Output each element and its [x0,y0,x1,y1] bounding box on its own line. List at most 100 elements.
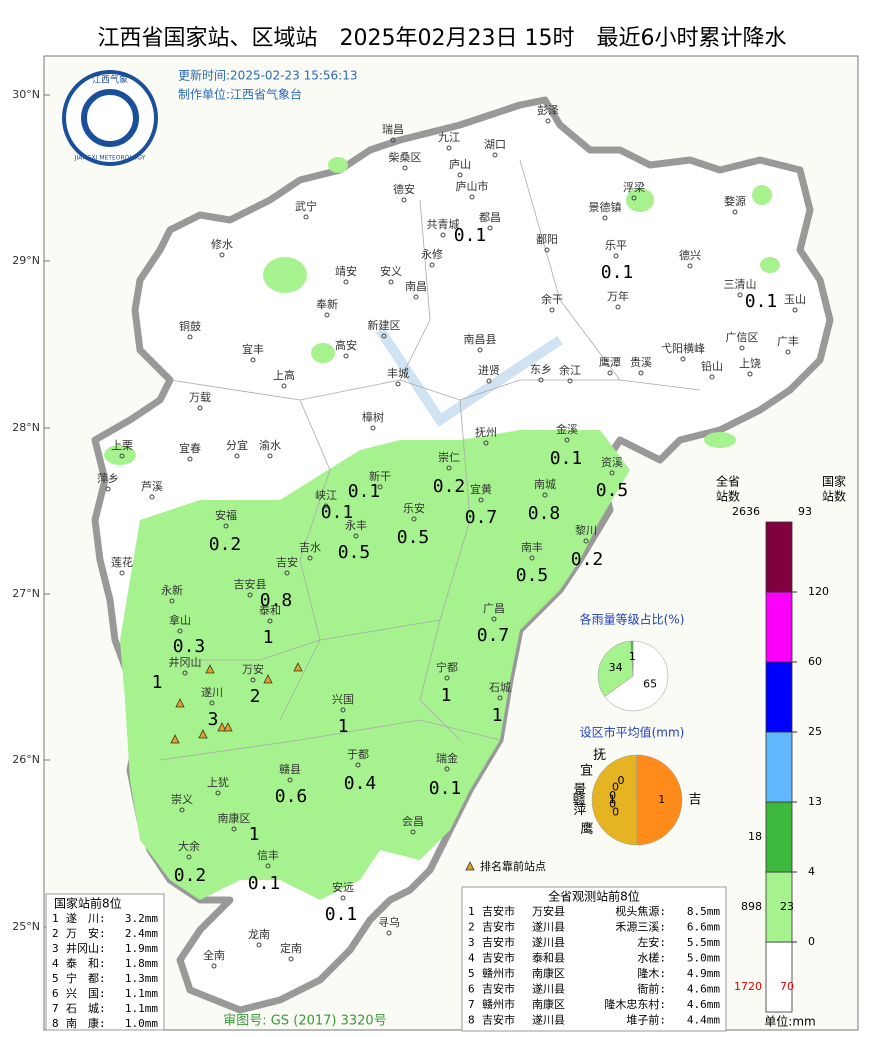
rain-value: 0.1 [248,873,281,894]
pie-title: 设区市平均值(mm) [580,725,685,740]
legend-head: 全省 [716,474,740,489]
place-dot [149,494,155,500]
place-dot [402,165,408,171]
place-name: 永丰 [345,518,367,532]
place-name: 寻乌 [378,915,400,929]
pie-category: 鹰 [580,821,593,837]
place-name: 万年 [607,289,629,303]
place-name: 南昌县 [464,333,497,346]
table-cell: 1.9mm [125,942,158,955]
place-dot [529,555,535,561]
rain-value: 0.2 [209,534,242,555]
colorbar-label: 60 [808,655,822,668]
place-name: 宜丰 [242,342,264,356]
table-cell: 万 安: [66,926,106,940]
table-cell: 兴 国: [66,987,106,1000]
place-dot [187,456,193,462]
place-dot [303,214,309,220]
colorbar-label: 13 [808,795,822,808]
place-name: 鄱阳 [536,233,558,246]
place-dot [732,209,738,215]
place-dot [388,279,394,285]
place-name: 安义 [380,264,402,278]
rain-area [120,430,630,900]
place-dot [267,618,273,624]
table-cell: 3.2mm [125,912,158,925]
place-name: 上犹 [207,776,229,789]
table-cell: 禾源三溪: [615,920,666,934]
place-name: 弋阳横峰 [661,341,705,355]
table-cell: 遂川县 [532,935,565,949]
legend-total: 2636 [732,505,760,518]
place-dot [487,225,493,231]
rain-value: 0.8 [528,503,561,524]
table-title: 国家站前8位 [54,896,122,911]
place-name: 新建区 [368,318,401,332]
place-name: 广昌 [483,602,505,615]
table-cell: 5 [468,967,475,980]
rain-value: 0.1 [429,778,462,799]
table-cell: 1 [52,912,59,925]
rain-value: 0.7 [465,507,498,528]
pie-value: 0 [612,781,619,794]
place-dot [340,707,346,713]
table-cell: 吉安市 [482,920,515,934]
place-name: 玉山 [784,293,806,306]
place-name: 抚州 [475,425,497,439]
place-dot [492,152,498,158]
table-cell: 石 城: [66,1002,106,1015]
place-name: 泰和 [259,603,281,617]
count-province: 898 [741,900,762,913]
table-cell: 4 [52,957,59,970]
table-title: 全省观测站前8位 [548,889,640,904]
table-cell: 水槎: [637,951,666,965]
place-name: 庐山 [449,157,471,171]
place-name: 金溪 [556,422,578,436]
place-name: 莲花 [111,556,133,569]
lat-label: 28°N [12,421,40,434]
table-cell: 宁 都: [66,971,106,985]
table-cell: 8 [468,1014,475,1027]
place-dot [219,252,225,258]
rain-value: 1 [492,705,503,726]
place-dot [687,263,693,269]
place-name: 德安 [393,182,415,196]
place-name: 庐山市 [456,179,489,193]
colorbar-bin [765,521,793,593]
rank-marker [465,861,475,871]
place-name: 永新 [161,583,183,597]
place-dot [324,312,330,318]
place-dot [747,371,753,377]
place-dot [355,762,361,768]
table-cell: 吉安市 [482,935,515,949]
place-name: 峡江 [315,488,337,502]
place-dot [564,437,570,443]
colorbar-bin [765,661,793,733]
table-cell: 井冈山: [66,941,106,955]
place-name: 九江 [438,131,460,144]
title: 江西省国家站、区域站 2025年02月23日 15时 最近6小时累计降水 [98,26,787,51]
place-dot [307,555,313,561]
place-dot [542,492,548,498]
rain-value: 1 [263,627,274,648]
place-name: 分宜 [226,438,248,452]
table-box [45,893,165,1031]
place-name: 景德镇 [589,200,622,214]
legend-head: 站数 [716,489,740,504]
place-dot [486,378,492,384]
place-dot [182,670,188,676]
lat-label: 26°N [12,753,40,766]
rain-value: 2 [250,686,261,707]
pie-value: 0 [609,789,616,802]
place-name: 赣县 [279,762,301,776]
rain-value: 0.5 [397,527,430,548]
place-name: 修水 [211,237,233,251]
place-dot [444,766,450,772]
rank-marker [217,722,227,732]
place-dot [410,829,416,835]
rain-value: 0.2 [174,865,207,886]
place-name: 三清山 [724,278,757,291]
colorbar-bin [765,941,793,1013]
rain-value: 0.5 [338,542,371,563]
place-dot [215,790,221,796]
